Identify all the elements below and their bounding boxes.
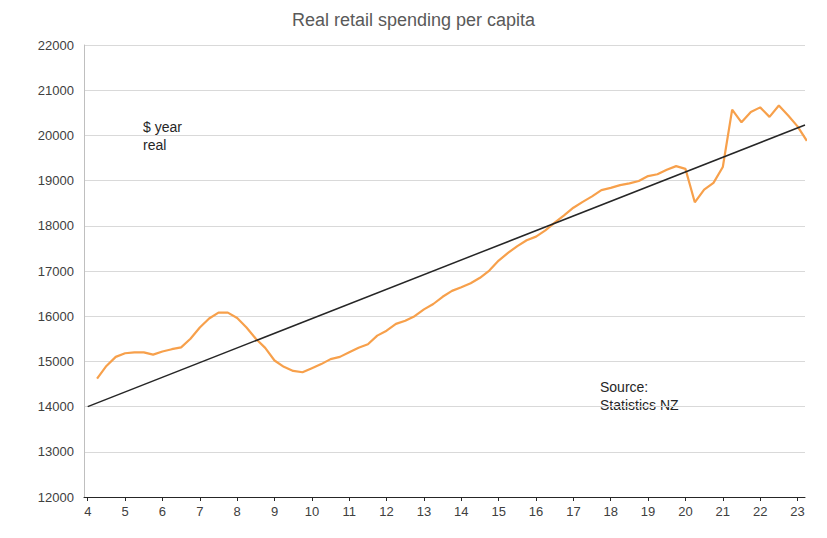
svg-text:Real retail spending per capit: Real retail spending per capita xyxy=(292,10,536,30)
svg-text:22000: 22000 xyxy=(38,38,74,53)
svg-text:10: 10 xyxy=(305,504,319,519)
svg-text:18000: 18000 xyxy=(38,218,74,233)
svg-text:19000: 19000 xyxy=(38,173,74,188)
svg-text:14000: 14000 xyxy=(38,399,74,414)
svg-text:Statistics NZ: Statistics NZ xyxy=(600,397,679,413)
svg-text:9: 9 xyxy=(271,504,278,519)
svg-text:22: 22 xyxy=(753,504,767,519)
svg-text:23: 23 xyxy=(790,504,804,519)
svg-text:Source:: Source: xyxy=(600,379,648,395)
svg-text:8: 8 xyxy=(234,504,241,519)
svg-text:17000: 17000 xyxy=(38,264,74,279)
svg-text:$ year: $ year xyxy=(143,119,182,135)
svg-text:5: 5 xyxy=(121,504,128,519)
svg-text:6: 6 xyxy=(159,504,166,519)
svg-text:16000: 16000 xyxy=(38,309,74,324)
svg-text:16: 16 xyxy=(529,504,543,519)
svg-text:15000: 15000 xyxy=(38,354,74,369)
svg-text:20000: 20000 xyxy=(38,128,74,143)
svg-text:18: 18 xyxy=(604,504,618,519)
svg-text:15: 15 xyxy=(491,504,505,519)
svg-text:17: 17 xyxy=(566,504,580,519)
svg-text:real: real xyxy=(143,137,166,153)
svg-text:12: 12 xyxy=(379,504,393,519)
svg-text:13000: 13000 xyxy=(38,444,74,459)
svg-text:13: 13 xyxy=(417,504,431,519)
svg-text:14: 14 xyxy=(454,504,468,519)
svg-text:21: 21 xyxy=(716,504,730,519)
svg-text:21000: 21000 xyxy=(38,83,74,98)
svg-text:20: 20 xyxy=(678,504,692,519)
svg-text:11: 11 xyxy=(342,504,356,519)
svg-text:7: 7 xyxy=(196,504,203,519)
svg-text:19: 19 xyxy=(641,504,655,519)
svg-text:12000: 12000 xyxy=(38,490,74,505)
svg-text:4: 4 xyxy=(84,504,91,519)
